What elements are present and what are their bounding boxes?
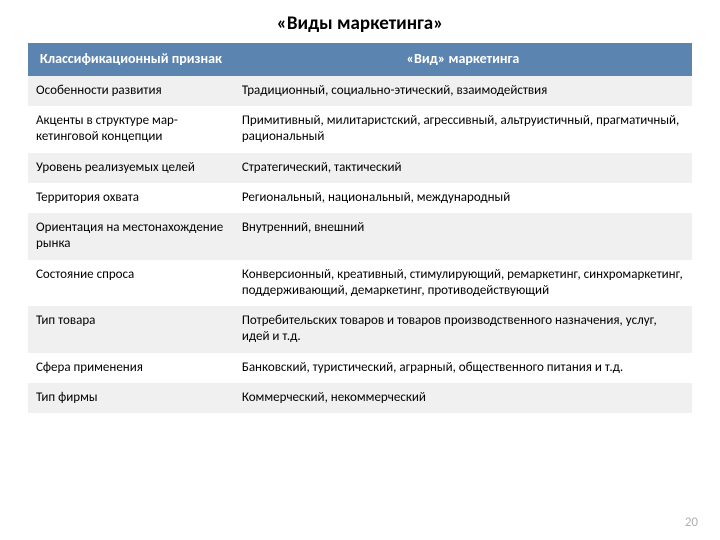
table-row: Ориентация на местонахождение рынка Внут…: [28, 213, 692, 260]
cell-type: Региональный, национальный, международны…: [234, 183, 692, 213]
slide: «Виды маркетинга» Классификационный приз…: [0, 0, 720, 540]
cell-criterion: Тип товара: [28, 306, 234, 353]
cell-criterion: Территория охвата: [28, 183, 234, 213]
table-header-row: Классификационный признак «Вид» маркетин…: [28, 43, 692, 76]
cell-type: Традиционный, социально-этический, взаим…: [234, 76, 692, 106]
marketing-types-table: Классификационный признак «Вид» маркетин…: [28, 43, 692, 413]
table-row: Особенности развития Традиционный, социа…: [28, 76, 692, 106]
cell-type: Внутренний, внешний: [234, 213, 692, 260]
cell-criterion: Уровень реализуемых целей: [28, 153, 234, 183]
cell-criterion: Сфера применения: [28, 353, 234, 383]
column-header-type: «Вид» маркетинга: [234, 43, 692, 76]
cell-type: Стратегический, тактический: [234, 153, 692, 183]
cell-type: Коммерческий, некоммерческий: [234, 383, 692, 413]
table-row: Сфера применения Банковский, туристическ…: [28, 353, 692, 383]
cell-criterion: Акценты в структуре мар-кетинговой конце…: [28, 106, 234, 153]
cell-type: Потребительских товаров и товаров произв…: [234, 306, 692, 353]
cell-criterion: Тип фирмы: [28, 383, 234, 413]
cell-criterion: Ориентация на местонахождение рынка: [28, 213, 234, 260]
table-row: Уровень реализуемых целей Стратегический…: [28, 153, 692, 183]
table-row: Состояние спроса Конверсионный, креативн…: [28, 260, 692, 307]
cell-type: Конверсионный, креативный, стимулирующий…: [234, 260, 692, 307]
cell-criterion: Особенности развития: [28, 76, 234, 106]
table-row: Территория охвата Региональный, национал…: [28, 183, 692, 213]
column-header-criterion: Классификационный признак: [28, 43, 234, 76]
table-row: Акценты в структуре мар-кетинговой конце…: [28, 106, 692, 153]
table-row: Тип фирмы Коммерческий, некоммерческий: [28, 383, 692, 413]
cell-type: Банковский, туристический, аграрный, общ…: [234, 353, 692, 383]
cell-type: Примитивный, милитаристский, агрессивный…: [234, 106, 692, 153]
page-number: 20: [685, 515, 698, 530]
table-row: Тип товара Потребительских товаров и тов…: [28, 306, 692, 353]
cell-criterion: Состояние спроса: [28, 260, 234, 307]
slide-title: «Виды маркетинга»: [28, 12, 692, 35]
